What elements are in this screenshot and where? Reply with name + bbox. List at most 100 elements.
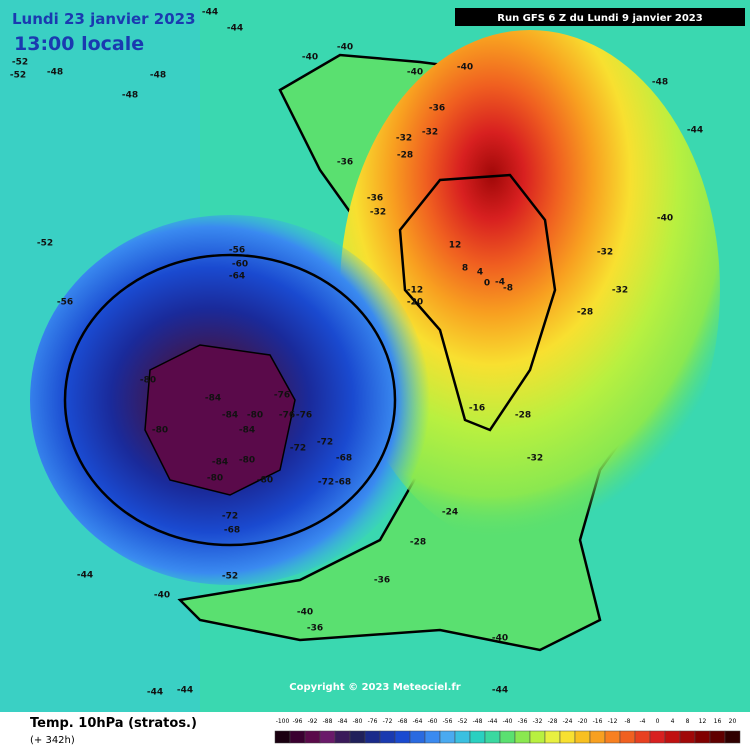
- contour-label: -20: [407, 298, 423, 308]
- contour-label: -32: [527, 454, 543, 464]
- contour-label: -52: [10, 71, 26, 81]
- legend-tick-label: -100: [276, 718, 290, 725]
- contour-label: -72: [222, 512, 238, 522]
- contour-label: -48: [47, 68, 63, 78]
- legend-tick-label: -92: [308, 718, 318, 725]
- legend-tick-label: -12: [608, 718, 618, 725]
- legend-swatch: [394, 730, 411, 744]
- legend-swatch: [619, 730, 636, 744]
- contour-label: -68: [224, 526, 240, 536]
- legend-tick-label: -68: [398, 718, 408, 725]
- legend-tick-label: 20: [729, 718, 737, 725]
- contour-label: -40: [457, 63, 473, 73]
- legend-swatch: [469, 730, 486, 744]
- legend-swatch: [274, 730, 291, 744]
- legend-tick-label: -48: [473, 718, 483, 725]
- run-text: Run GFS 6 Z du Lundi 9 janvier 2023: [497, 13, 703, 24]
- legend-swatch: [694, 730, 711, 744]
- contour-label: 0: [484, 279, 490, 289]
- legend-swatch: [484, 730, 501, 744]
- date-text: Lundi 23 janvier 2023: [12, 10, 196, 28]
- legend-tick-label: -28: [548, 718, 558, 725]
- contour-label: -44: [177, 686, 193, 696]
- contour-label: -44: [77, 571, 93, 581]
- contour-minus20: [398, 173, 557, 432]
- contour-label: -36: [307, 624, 323, 634]
- contour-minus80: [144, 344, 296, 496]
- contour-label: -40: [337, 43, 353, 53]
- contour-label: -84: [222, 411, 238, 421]
- legend-swatch: [499, 730, 516, 744]
- contour-label: -40: [407, 68, 423, 78]
- contour-label: -60: [232, 260, 248, 270]
- legend-swatch: [439, 730, 456, 744]
- contour-label: -44: [687, 126, 703, 136]
- contour-label: -36: [337, 158, 353, 168]
- legend-tick-label: -96: [293, 718, 303, 725]
- contour-label: -40: [297, 608, 313, 618]
- legend-tick-label: 0: [656, 718, 660, 725]
- legend-tick-label: -40: [503, 718, 513, 725]
- contour-label: -28: [515, 411, 531, 421]
- contour-label: -52: [12, 58, 28, 68]
- copyright: Copyright © 2023 Meteociel.fr: [289, 682, 460, 693]
- legend-tick-label: -72: [383, 718, 393, 725]
- contour-label: -44: [492, 686, 508, 696]
- legend-swatch: [724, 730, 741, 744]
- contour-label: -40: [302, 53, 318, 63]
- contour-label: -24: [442, 508, 458, 518]
- contour-label: -84: [205, 394, 221, 404]
- legend-tick-label: 12: [699, 718, 707, 725]
- contour-label: -72: [318, 478, 334, 488]
- contour-label: -76: [274, 391, 290, 401]
- contour-label: -40: [492, 634, 508, 644]
- legend-swatch: [604, 730, 621, 744]
- contour-label: -84: [212, 458, 228, 468]
- legend-tick-label: -60: [428, 718, 438, 725]
- legend-swatch: [319, 730, 336, 744]
- contour-label: -48: [150, 71, 166, 81]
- contour-label: -28: [577, 308, 593, 318]
- contour-label: -40: [154, 591, 170, 601]
- legend-tick-label: -52: [458, 718, 468, 725]
- legend-swatch: [679, 730, 696, 744]
- contour-label: -80: [152, 426, 168, 436]
- contour-label: -56: [57, 298, 73, 308]
- contour-label: -44: [227, 24, 243, 34]
- contour-label: -40: [657, 214, 673, 224]
- legend-tick-label: -76: [368, 718, 378, 725]
- contour-label: -76: [296, 411, 312, 421]
- contour-label: -52: [222, 572, 238, 582]
- legend-swatch: [334, 730, 351, 744]
- legend-tick-label: -88: [323, 718, 333, 725]
- legend-tick-label: -80: [353, 718, 363, 725]
- legend-swatch: [514, 730, 531, 744]
- legend-swatch: [574, 730, 591, 744]
- contour-label: -36: [367, 194, 383, 204]
- legend-tick-label: -44: [488, 718, 498, 725]
- contour-minus60: [63, 253, 397, 547]
- contour-label: -80: [140, 376, 156, 386]
- contour-label: 12: [449, 241, 462, 251]
- contour-label: -32: [597, 248, 613, 258]
- contour-label: -64: [229, 272, 245, 282]
- legend-swatch: [709, 730, 726, 744]
- contour-label: -4: [495, 278, 505, 288]
- legend-tick-label: 16: [714, 718, 722, 725]
- legend-swatch: [664, 730, 681, 744]
- legend-swatch: [634, 730, 651, 744]
- contour-label: -48: [122, 91, 138, 101]
- contour-label: -28: [410, 538, 426, 548]
- legend-swatch: [529, 730, 546, 744]
- contour-label: -28: [397, 151, 413, 161]
- contour-label: -72: [317, 438, 333, 448]
- legend-tick-label: -56: [443, 718, 453, 725]
- contour-label: -32: [396, 134, 412, 144]
- contour-label: -36: [429, 104, 445, 114]
- contour-label: -36: [374, 576, 390, 586]
- run-box: [455, 8, 745, 26]
- legend-swatch: [289, 730, 306, 744]
- footer-title: Temp. 10hPa (stratos.): [30, 716, 197, 731]
- legend-swatch: [544, 730, 561, 744]
